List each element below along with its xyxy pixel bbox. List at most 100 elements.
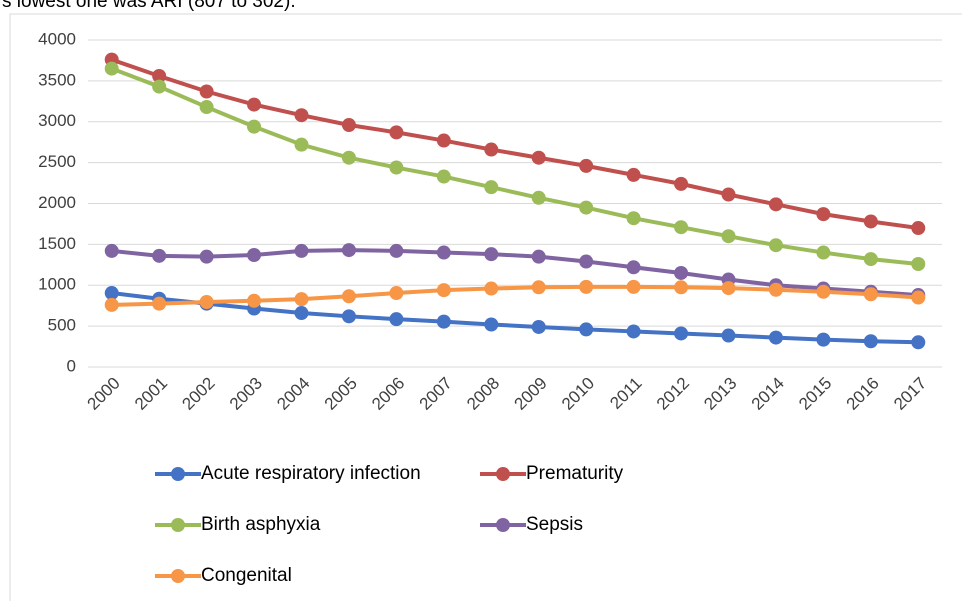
point (626, 279, 641, 294)
point (341, 289, 356, 304)
point (863, 287, 878, 302)
y-tick-label: 2500 (38, 152, 76, 171)
point (341, 118, 356, 133)
legend-label: Acute respiratory infection (201, 463, 421, 484)
point (294, 292, 309, 307)
point (816, 284, 831, 299)
point (721, 281, 736, 296)
x-tick-label: 2012 (653, 374, 693, 414)
x-tick-label: 2006 (368, 374, 408, 414)
legend-label: Birth asphyxia (201, 514, 321, 535)
point (104, 286, 119, 301)
point (531, 319, 546, 334)
x-tick-label: 2004 (273, 374, 313, 414)
point (863, 334, 878, 349)
point (341, 150, 356, 165)
point (247, 248, 262, 263)
point (579, 322, 594, 337)
point (626, 167, 641, 182)
series-line (111, 57, 919, 231)
point (816, 207, 831, 222)
point (768, 330, 783, 345)
point (484, 281, 499, 296)
point (674, 220, 689, 235)
point (484, 142, 499, 157)
point (294, 306, 309, 321)
point (389, 243, 404, 258)
point (531, 280, 546, 295)
point (104, 61, 119, 76)
point (152, 296, 167, 311)
point (294, 243, 309, 258)
point (389, 312, 404, 327)
point (579, 200, 594, 215)
series-line (111, 248, 919, 298)
x-tick-label: 2003 (226, 374, 266, 414)
point (721, 229, 736, 244)
point (531, 150, 546, 165)
x-tick-label: 2001 (131, 374, 171, 414)
legend-marker (496, 467, 510, 481)
point (579, 279, 594, 294)
point (294, 137, 309, 152)
y-tick-label: 2000 (38, 193, 76, 212)
x-tick-label: 2013 (700, 374, 740, 414)
legend-marker (171, 467, 185, 481)
point (674, 326, 689, 341)
y-tick-label: 500 (48, 316, 76, 335)
y-tick-label: 3500 (38, 70, 76, 89)
point (626, 260, 641, 275)
caption: s lowest one was ARI (807 to 302). (2, 0, 296, 12)
point (341, 309, 356, 324)
point (674, 280, 689, 295)
legend-marker (171, 518, 185, 532)
point (721, 328, 736, 343)
x-tick-label: 2008 (463, 374, 503, 414)
point (911, 290, 926, 305)
point (484, 247, 499, 262)
y-tick-label: 1000 (38, 275, 76, 294)
point (816, 245, 831, 260)
point (247, 97, 262, 112)
point (674, 265, 689, 280)
point (199, 249, 214, 264)
point (247, 293, 262, 308)
x-tick-label: 2005 (321, 374, 361, 414)
point (152, 248, 167, 263)
point (721, 187, 736, 202)
point (436, 314, 451, 329)
point (152, 68, 167, 83)
point (152, 79, 167, 94)
point (768, 282, 783, 297)
chart-border (9, 13, 962, 601)
point (911, 256, 926, 271)
y-tick-label: 1500 (38, 234, 76, 253)
point (389, 286, 404, 301)
point (531, 249, 546, 264)
x-tick-label: 2017 (890, 374, 930, 414)
point (247, 119, 262, 134)
y-tick-label: 3000 (38, 111, 76, 130)
legend-label: Sepsis (526, 514, 583, 535)
series-line (111, 284, 919, 307)
x-tick-label: 2015 (795, 374, 835, 414)
point (341, 243, 356, 258)
y-tick-label: 4000 (38, 29, 76, 48)
x-tick-label: 2007 (416, 374, 456, 414)
point (911, 335, 926, 350)
point (579, 158, 594, 173)
legend-marker (496, 518, 510, 532)
point (674, 176, 689, 191)
x-tick-label: 2014 (748, 374, 788, 414)
x-tick-label: 2016 (843, 374, 883, 414)
point (199, 100, 214, 115)
point (531, 190, 546, 205)
point (389, 160, 404, 175)
point (294, 108, 309, 123)
point (436, 169, 451, 184)
legend-label: Congenital (201, 565, 292, 586)
point (199, 295, 214, 310)
x-tick-label: 2000 (84, 374, 124, 414)
point (104, 243, 119, 258)
